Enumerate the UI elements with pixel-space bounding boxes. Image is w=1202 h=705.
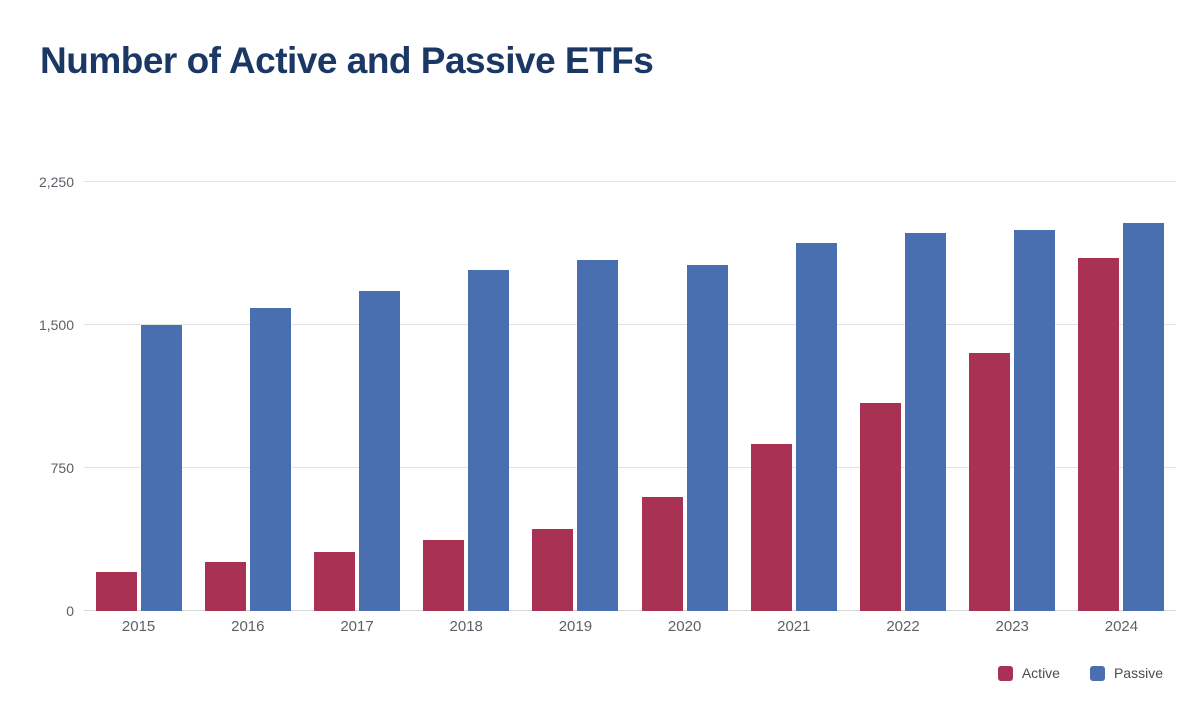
active-bar-2021 [750,444,792,611]
bars-container [84,182,1176,611]
x-tick-label-2018: 2018 [449,618,483,635]
gridline-2250 [84,181,1176,182]
chart-title: Number of Active and Passive ETFs [40,40,654,81]
x-tick-label-2023: 2023 [995,618,1029,635]
passive-bar-2017 [359,290,400,611]
bar-group-2016 [193,182,302,611]
bar-group-2018 [412,182,521,611]
bar-group-2022 [848,182,957,611]
passive-bar-2020 [686,264,728,611]
bar-group-2020 [630,182,739,611]
y-tick-label-1500: 1,500 [38,316,74,333]
active-bar-2018 [423,540,465,611]
gridline-750 [84,467,1176,469]
legend-label-passive: Passive [1113,665,1163,681]
passive-bar-2016 [249,307,291,611]
x-tick-label-2015: 2015 [121,618,156,635]
active-bar-2017 [314,551,355,611]
passive-bar-2019 [577,260,619,611]
bar-group-2017 [302,182,411,611]
legend-label-active: Active [1021,665,1060,681]
bar-group-2019 [521,182,630,611]
active-bar-2023 [969,352,1011,611]
bar-group-2023 [958,182,1067,611]
active-bar-2015 [95,571,137,611]
legend-swatch-passive [1089,665,1105,681]
y-tick-label-2250: 2,250 [38,174,74,190]
passive-bar-2022 [905,233,947,611]
x-tick-label-2017: 2017 [340,618,374,635]
y-axis: 0 750 1,500 2,250 [0,174,74,619]
passive-bar-2015 [140,325,182,611]
legend-item-active: Active [997,665,1060,681]
passive-bar-2021 [795,243,837,611]
y-tick-label-750: 750 [50,459,74,476]
bar-group-2015 [84,182,193,611]
y-tick-label-0: 0 [66,603,74,619]
bar-group-2024 [1067,182,1176,611]
active-bar-2016 [204,562,246,611]
x-tick-label-2019: 2019 [558,618,593,635]
bar-group-2021 [739,182,848,611]
legend-item-passive: Passive [1089,665,1163,681]
active-bar-2022 [860,403,902,611]
x-tick-label-2022: 2022 [886,618,920,635]
gridline-1500 [84,324,1176,326]
active-bar-2019 [532,529,574,611]
x-tick-label-2021: 2021 [777,618,811,635]
legend: Active Passive [997,665,1163,681]
x-tick-label-2016: 2016 [231,618,265,635]
passive-bar-2024 [1123,223,1165,611]
passive-bar-2018 [468,269,510,611]
active-bar-2024 [1078,258,1120,611]
x-tick-label-2020: 2020 [667,618,702,635]
legend-swatch-active [997,665,1013,681]
active-bar-2020 [641,496,683,611]
x-tick-label-2024: 2024 [1104,618,1139,635]
x-axis: 2015 2016 2017 2018 2019 2020 2021 2022 2023 2024 [84,618,1176,635]
passive-bar-2023 [1014,229,1056,611]
gridline-0 [84,610,1176,611]
plot-area [84,181,1176,611]
